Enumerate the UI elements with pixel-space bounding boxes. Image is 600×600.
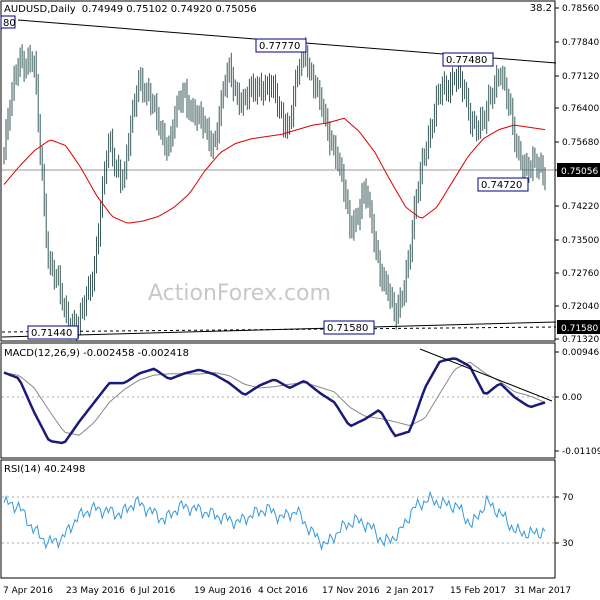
time-axis-label: 4 Oct 2016 (258, 586, 308, 596)
annotation-box (27, 325, 79, 340)
time-axis-label: 31 Mar 2017 (514, 586, 571, 596)
support-price-label: 0.71580 (561, 324, 598, 334)
price-axis-label: 0.72760 (562, 269, 599, 279)
chart-title: AUDUSD,Daily 0.74949 0.75102 0.74920 0.75… (4, 4, 257, 15)
macd-axis-label: 0.009465 (562, 348, 600, 358)
symbol-label: AUDUSD,Daily (4, 4, 76, 15)
price-bars (3, 37, 546, 341)
rsi-axis-label: 30 (562, 539, 574, 549)
annotation-text: 0.77480 (446, 55, 487, 66)
time-axis-label: 23 May 2016 (66, 586, 125, 596)
annotation-77770: 0.77770 (255, 38, 307, 53)
annotation-text: 0.71440 (31, 328, 72, 339)
annotation-box (255, 38, 307, 53)
support-price-box (557, 320, 600, 334)
macd-trendline (419, 348, 553, 402)
lower-trendline-dash (1, 326, 557, 333)
moving-average-line (3, 117, 546, 224)
time-axis-label: 15 Feb 2017 (450, 586, 506, 596)
price-axis-label: 0.75680 (562, 138, 599, 148)
price-axis-label: 0.71320 (562, 335, 599, 345)
watermark: ActionForex.com (148, 281, 331, 306)
macd-line (3, 357, 546, 445)
annotation-74720: 0.74720 (477, 177, 529, 192)
left-clip-box (0, 15, 16, 29)
annotation-box (442, 52, 494, 67)
annotation-box (323, 320, 375, 335)
price-axis-label: 0.77120 (562, 72, 599, 82)
rsi-axis-label: 70 (562, 493, 574, 503)
current-price-label: 0.75056 (561, 167, 598, 177)
time-axis-label: 7 Apr 2016 (3, 586, 53, 596)
time-axis-label: 19 Aug 2016 (194, 586, 252, 596)
current-price-box (557, 163, 600, 177)
price-axis-label: 0.77840 (562, 38, 599, 48)
rsi-line (3, 490, 546, 552)
macd-axis-label: 0.00 (562, 393, 582, 403)
rsi-axis: 70 30 (555, 493, 574, 549)
time-axis: 7 Apr 2016 23 May 2016 6 Jul 2016 19 Aug… (3, 586, 571, 596)
ohlc-values: 0.74949 0.75102 0.74920 0.75056 (82, 4, 257, 15)
macd-signal-line (3, 361, 546, 436)
annotation-71580: 0.71580 (323, 320, 375, 335)
macd-axis: 0.009465 0.00 -0.01109 (555, 348, 600, 457)
rsi-panel (0, 459, 556, 579)
time-axis-label: 2 Jan 2017 (386, 586, 434, 596)
annotation-77480: 0.77480 (442, 52, 494, 67)
price-axis: 0.78560 0.77840 0.77120 0.76400 0.75680 … (555, 4, 600, 345)
price-axis-label: 0.76400 (562, 104, 599, 114)
left-clip-label: 80 (3, 18, 16, 29)
price-axis-label: 0.72040 (562, 302, 599, 312)
annotation-text: 0.77770 (259, 41, 300, 52)
macd-axis-label: -0.01109 (562, 447, 600, 457)
time-axis-label: 6 Jul 2016 (130, 586, 175, 596)
macd-title: MACD(12,26,9) -0.002458 -0.002418 (4, 348, 189, 359)
price-axis-label: 0.74220 (562, 202, 599, 212)
annotation-text: 0.74720 (481, 180, 522, 191)
time-axis-label: 17 Nov 2016 (322, 586, 380, 596)
annotation-text: 0.71580 (327, 323, 368, 334)
annotation-box (477, 177, 529, 192)
rsi-title: RSI(14) 40.2498 (4, 464, 85, 475)
macd-panel (0, 342, 556, 459)
price-axis-label: 0.73500 (562, 236, 599, 246)
corner-value: 38.2 (530, 3, 552, 14)
price-axis-label: 0.78560 (562, 4, 599, 14)
annotation-71440: 0.71440 (27, 325, 79, 340)
